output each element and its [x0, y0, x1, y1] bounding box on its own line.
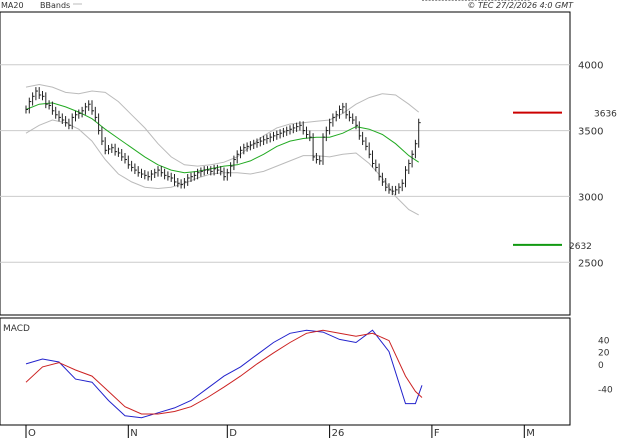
macd-panel-frame	[0, 317, 571, 426]
x-axis-label: 26	[332, 428, 345, 439]
macd-lines	[25, 329, 423, 419]
x-axis-label: F	[434, 428, 440, 439]
price-y-tick-label: 2500	[578, 258, 603, 269]
x-axis-label: D	[229, 428, 237, 439]
macd-y-tick-label: 40	[598, 336, 610, 346]
price-panel: 4000 3500 3000 2500 3636 2632	[0, 0, 617, 316]
price-y-tick-label: 3500	[578, 127, 603, 138]
price-y-tick-label: 4000	[578, 61, 603, 72]
resistance-label: 3636	[594, 110, 617, 120]
x-axis-label: O	[28, 428, 36, 439]
price-gridlines	[0, 64, 570, 263]
support-label: 2632	[569, 242, 592, 252]
x-axis-label: N	[130, 428, 137, 439]
macd-y-tick-label: 0	[598, 361, 604, 371]
macd-y-tick-label: 20	[598, 349, 610, 359]
signal-line	[25, 329, 423, 415]
bbands-legend-label: BBands	[40, 1, 70, 10]
macd-y-tick-label: -40	[598, 385, 613, 395]
macd-line	[25, 329, 423, 419]
x-axis-label: M	[526, 428, 535, 439]
x-axis: O N D 26 F M	[25, 425, 535, 439]
ma-legend-label: MA20	[1, 1, 24, 10]
source-stamp: © TEC 27/2/2026 4:0 GMT	[467, 1, 574, 10]
bband-upper-line	[25, 83, 420, 167]
price-panel-frame	[0, 11, 571, 316]
macd-panel-label: MACD	[3, 324, 30, 334]
price-levels: 3636 2632	[513, 110, 617, 252]
price-bars	[25, 0, 530, 196]
price-y-axis: 4000 3500 3000 2500	[578, 61, 603, 270]
price-y-tick-label: 3000	[578, 192, 603, 203]
macd-panel: MACD 40 20 0 -40	[0, 317, 613, 426]
macd-y-axis: 40 20 0 -40	[598, 336, 613, 395]
